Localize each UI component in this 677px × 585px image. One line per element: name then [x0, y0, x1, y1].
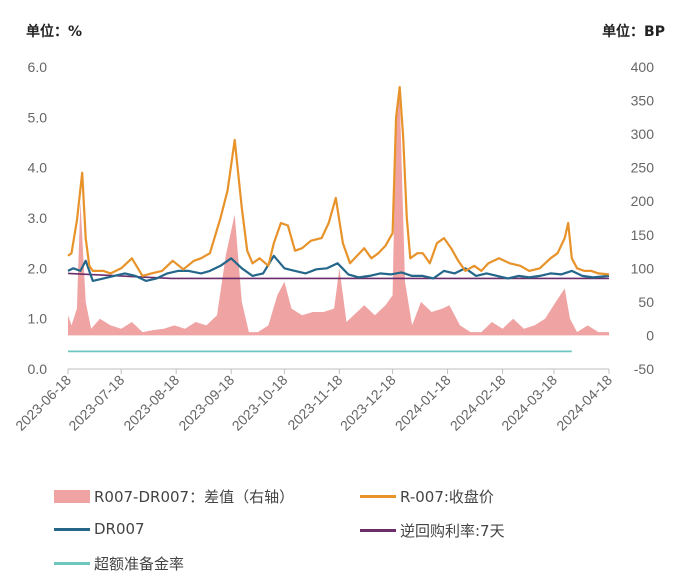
x-tick-label: 2024-04-18	[553, 372, 615, 434]
y-right-tick-label: 300	[631, 126, 655, 142]
x-tick-label: 2023-12-18	[337, 372, 399, 434]
y-right-tick-label: 350	[631, 93, 655, 109]
y-right-tick-label: -50	[634, 361, 654, 377]
y-left-tick-label: 3.0	[28, 210, 48, 226]
series-repo-line	[67, 272, 609, 280]
axes-layer	[67, 368, 610, 374]
x-tick-label: 2023-07-18	[65, 372, 127, 434]
y-right-tick-label: 400	[631, 59, 655, 75]
y-tick-labels: 0.0 1.0 2.0 3.0 4.0 5.0 6.0 -50 0 50 100 150 200 250 3…	[28, 59, 655, 377]
x-tick-label: 2024-03-18	[498, 372, 560, 434]
y-left-tick-label: 2.0	[28, 260, 48, 276]
left-axis-unit: 单位：%	[26, 24, 83, 40]
y-right-tick-label: 0	[646, 327, 654, 343]
x-tick-label: 2023-09-18	[175, 372, 237, 434]
y-right-tick-label: 150	[631, 227, 655, 243]
y-right-tick-label: 200	[631, 193, 655, 209]
x-tick-label: 2023-08-18	[120, 372, 182, 434]
x-tick-label: 2023-06-18	[12, 372, 74, 434]
y-left-tick-label: 6.0	[28, 59, 48, 75]
y-left-tick-label: 5.0	[28, 109, 48, 125]
spread-bars	[68, 93, 609, 336]
y-right-tick-label: 50	[638, 294, 654, 310]
series-spread-area	[68, 93, 609, 336]
y-left-tick-label: 4.0	[28, 160, 48, 176]
x-tick-labels: 2023-06-182023-07-182023-08-182023-09-18…	[12, 372, 615, 434]
series-dr007-line	[67, 254, 610, 282]
y-right-tick-label: 100	[631, 260, 655, 276]
series-lines	[67, 85, 610, 353]
x-tick-label: 2024-01-18	[392, 372, 454, 434]
right-axis-unit: 单位：BP	[602, 24, 665, 40]
y-left-tick-label: 1.0	[28, 311, 48, 327]
series-r007-line	[67, 85, 610, 277]
y-right-tick-label: 250	[631, 160, 655, 176]
y-left-tick-label: 0.0	[28, 361, 48, 377]
x-tick-label: 2023-11-18	[284, 372, 345, 433]
x-tick-label: 2023-10-18	[229, 372, 291, 434]
